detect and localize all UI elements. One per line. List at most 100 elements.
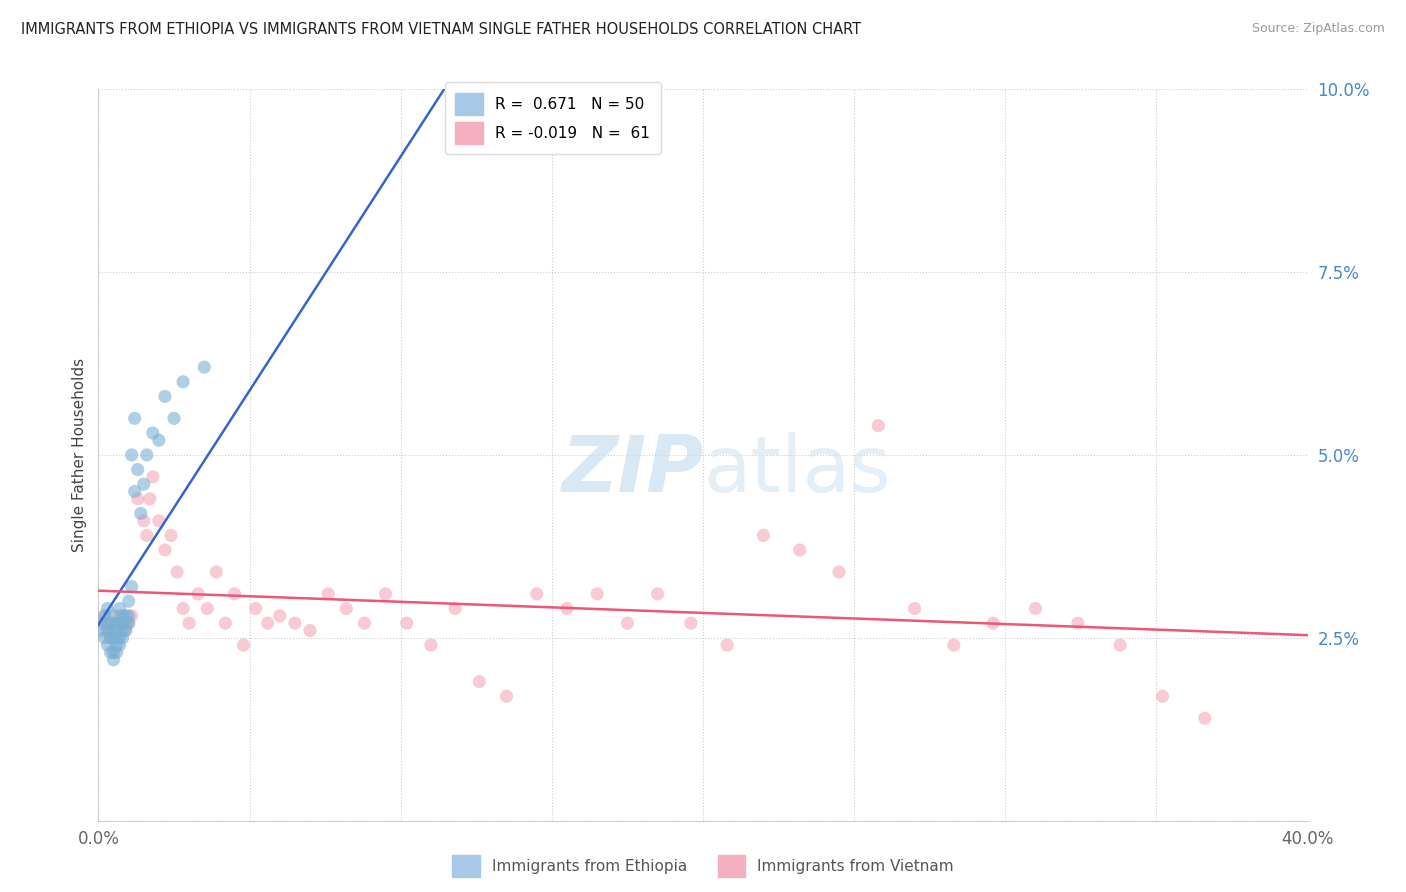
Point — [904, 601, 927, 615]
Point — [111, 624, 134, 638]
Point — [495, 690, 517, 704]
Point — [232, 638, 254, 652]
Point — [148, 434, 170, 448]
Point — [108, 608, 131, 623]
Point — [127, 491, 149, 506]
Point — [118, 594, 141, 608]
Text: atlas: atlas — [703, 432, 890, 508]
Point — [108, 616, 131, 631]
Point — [93, 631, 115, 645]
Point — [647, 587, 669, 601]
Point — [135, 448, 157, 462]
Point — [942, 638, 965, 652]
Point — [828, 565, 851, 579]
Point — [335, 601, 357, 615]
Point — [90, 616, 112, 631]
Point — [1109, 638, 1132, 652]
Point — [245, 601, 267, 615]
Point — [526, 587, 548, 601]
Point — [187, 587, 209, 601]
Point — [103, 653, 125, 667]
Point — [1152, 690, 1174, 704]
Point — [153, 389, 176, 403]
Point — [108, 638, 131, 652]
Point — [132, 514, 155, 528]
Point — [96, 624, 118, 638]
Point — [135, 528, 157, 542]
Point — [142, 425, 165, 440]
Point — [93, 608, 115, 623]
Point — [193, 360, 215, 375]
Point — [868, 418, 890, 433]
Point — [93, 608, 115, 623]
Point — [1194, 711, 1216, 725]
Point — [981, 616, 1004, 631]
Point — [1067, 616, 1090, 631]
Point — [139, 491, 162, 506]
Point — [179, 616, 201, 631]
Point — [132, 477, 155, 491]
Point — [118, 616, 141, 631]
Point — [129, 507, 152, 521]
Point — [93, 616, 115, 631]
Point — [96, 601, 118, 615]
Point — [124, 484, 146, 499]
Legend: R =  0.671   N = 50, R = -0.019   N =  61: R = 0.671 N = 50, R = -0.019 N = 61 — [444, 82, 661, 154]
Point — [353, 616, 375, 631]
Point — [105, 638, 128, 652]
Point — [103, 631, 125, 645]
Point — [468, 674, 491, 689]
Point — [105, 616, 128, 631]
Point — [100, 645, 122, 659]
Point — [172, 601, 194, 615]
Point — [103, 624, 125, 638]
Point — [142, 470, 165, 484]
Point — [121, 448, 143, 462]
Point — [172, 375, 194, 389]
Point — [374, 587, 396, 601]
Point — [96, 616, 118, 631]
Point — [96, 638, 118, 652]
Point — [103, 608, 125, 623]
Point — [114, 624, 136, 638]
Point — [105, 645, 128, 659]
Point — [96, 624, 118, 638]
Point — [124, 411, 146, 425]
Point — [679, 616, 702, 631]
Point — [586, 587, 609, 601]
Point — [111, 608, 134, 623]
Point — [284, 616, 307, 631]
Point — [160, 528, 183, 542]
Point — [444, 601, 467, 615]
Point — [148, 514, 170, 528]
Point — [395, 616, 418, 631]
Point — [127, 462, 149, 476]
Text: ZIP: ZIP — [561, 432, 703, 508]
Point — [108, 631, 131, 645]
Point — [114, 616, 136, 631]
Point — [195, 601, 218, 615]
Point — [103, 616, 125, 631]
Point — [299, 624, 322, 638]
Point — [163, 411, 186, 425]
Point — [103, 645, 125, 659]
Point — [121, 580, 143, 594]
Point — [90, 624, 112, 638]
Point — [616, 616, 638, 631]
Point — [105, 624, 128, 638]
Point — [111, 616, 134, 631]
Point — [716, 638, 738, 652]
Point — [269, 608, 291, 623]
Y-axis label: Single Father Households: Single Father Households — [72, 358, 87, 552]
Point — [316, 587, 339, 601]
Point — [100, 616, 122, 631]
Point — [100, 631, 122, 645]
Point — [111, 616, 134, 631]
Point — [555, 601, 578, 615]
Text: Source: ZipAtlas.com: Source: ZipAtlas.com — [1251, 22, 1385, 36]
Point — [420, 638, 443, 652]
Point — [752, 528, 775, 542]
Point — [1024, 601, 1046, 615]
Point — [118, 608, 141, 623]
Point — [114, 608, 136, 623]
